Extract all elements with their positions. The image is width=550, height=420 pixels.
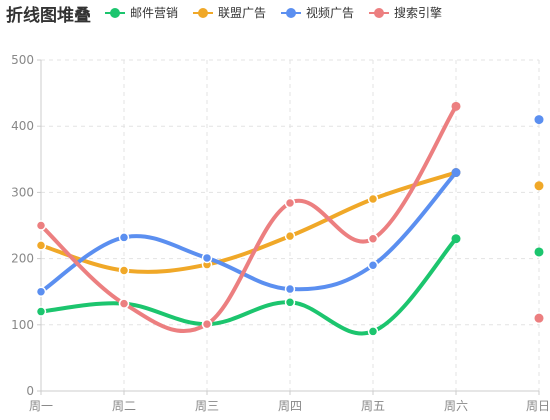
data-point — [118, 232, 130, 243]
series-line — [39, 170, 458, 274]
data-point — [451, 101, 461, 111]
data-point — [118, 265, 130, 276]
legend-label: 联盟广告 — [218, 6, 267, 20]
legend-swatch — [193, 7, 214, 18]
series-line — [39, 104, 458, 334]
legend-item[interactable]: 搜索引擎 — [368, 4, 442, 21]
data-point — [35, 306, 47, 317]
legend-item[interactable]: 联盟广告 — [192, 4, 266, 21]
legend-swatch — [281, 7, 302, 18]
data-point — [118, 298, 130, 309]
legend-swatch — [369, 7, 390, 18]
chart-title: 折线图堆叠 — [6, 6, 91, 26]
x-tick-label: 周三 — [195, 399, 219, 413]
y-tick-label: 400 — [11, 119, 34, 133]
data-point — [201, 318, 213, 330]
data-point — [451, 168, 461, 178]
legend-label: 邮件营销 — [130, 6, 179, 20]
y-tick-label: 100 — [11, 318, 34, 332]
data-point — [201, 252, 213, 264]
data-point — [35, 286, 47, 297]
legend: 邮件营销 联盟广告 视频广告 搜索引擎 — [104, 4, 442, 21]
y-tick-label: 200 — [11, 252, 34, 266]
data-point — [284, 197, 296, 209]
x-tick-label: 周四 — [278, 399, 302, 413]
legend-swatch — [105, 7, 125, 18]
x-tick-label: 周日 — [526, 399, 550, 413]
data-point — [284, 283, 296, 295]
data-point — [534, 247, 544, 257]
y-tick-label: 500 — [11, 53, 34, 67]
y-tick-label: 300 — [11, 185, 34, 199]
data-point — [284, 297, 296, 308]
data-point — [367, 233, 379, 244]
legend-label: 搜索引擎 — [394, 6, 443, 20]
data-point — [284, 230, 296, 242]
series-line — [39, 170, 458, 294]
data-point — [367, 259, 379, 271]
x-tick-label: 周五 — [361, 399, 385, 413]
data-point — [534, 115, 544, 125]
y-tick-label: 0 — [26, 384, 34, 398]
x-tick-label: 周二 — [112, 399, 136, 413]
x-tick-label: 周六 — [444, 399, 468, 413]
data-point — [534, 313, 544, 323]
data-point — [451, 234, 461, 244]
legend-item[interactable]: 视频广告 — [280, 4, 354, 21]
data-point — [367, 193, 379, 205]
x-tick-label: 周一 — [29, 399, 53, 413]
legend-item[interactable]: 邮件营销 — [104, 4, 178, 21]
legend-label: 视频广告 — [306, 6, 355, 20]
data-point — [35, 240, 47, 251]
data-point — [35, 220, 47, 231]
data-point — [367, 326, 379, 337]
data-point — [534, 181, 544, 191]
